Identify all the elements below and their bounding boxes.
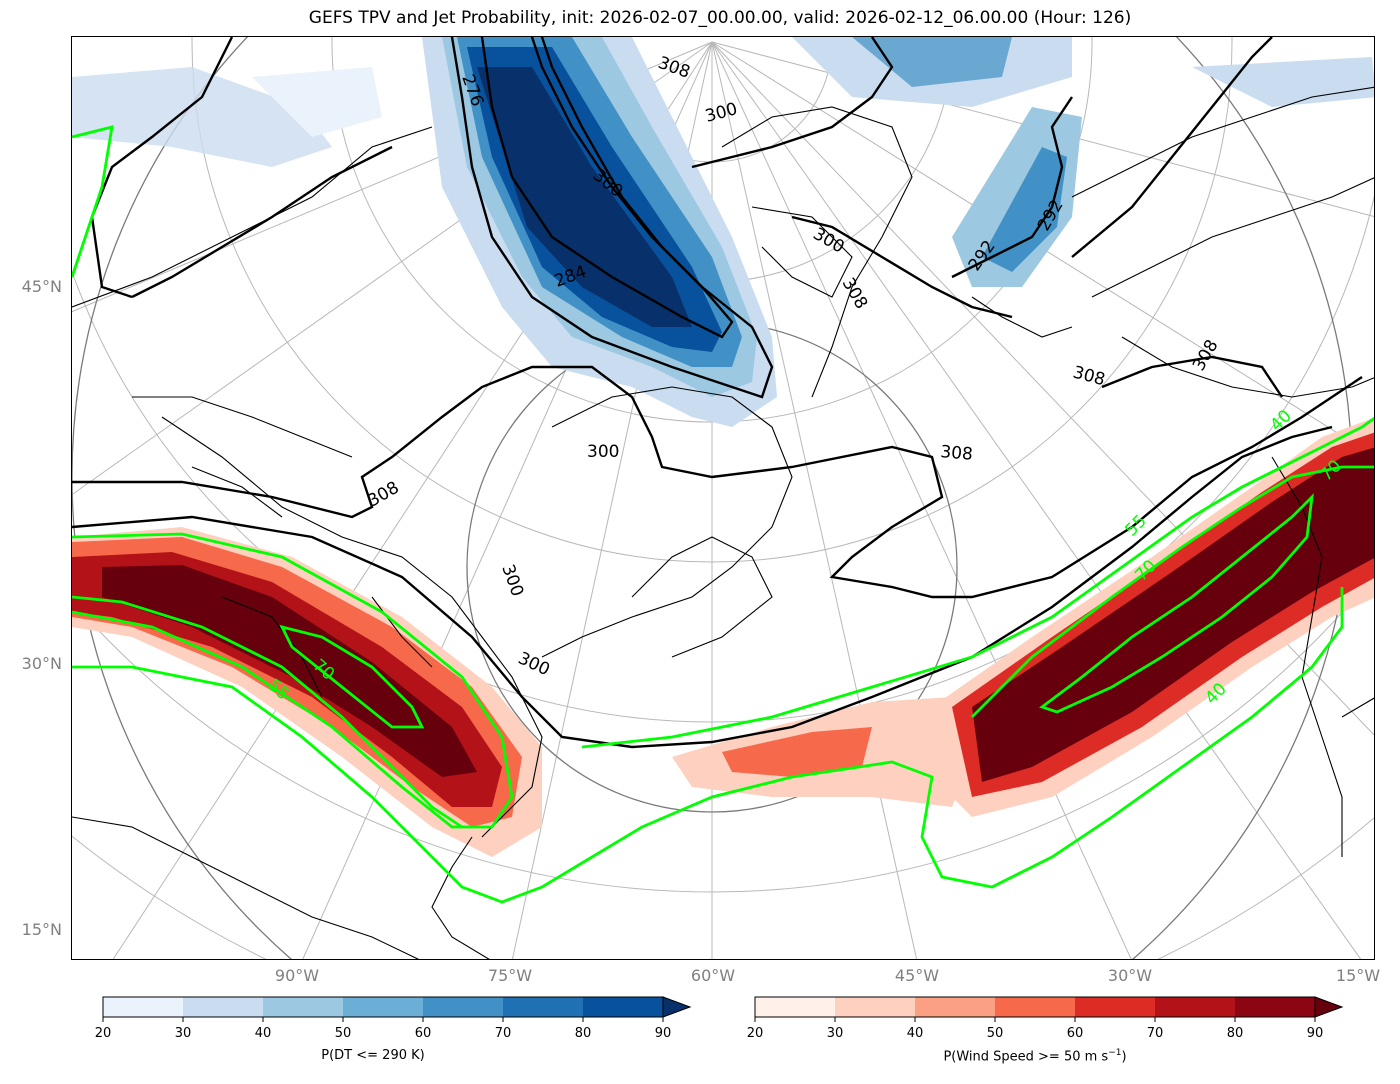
colorbar-jet-tick-label: 70 bbox=[1146, 1026, 1164, 1041]
colorbar-jet-tick-label: 40 bbox=[906, 1026, 924, 1041]
colorbar-jet-swatch bbox=[755, 997, 835, 1017]
theta-label: 308 bbox=[1189, 336, 1223, 374]
theta-label: 308 bbox=[365, 478, 403, 512]
colorbar-tpv-swatch bbox=[503, 997, 583, 1017]
theta-label: 300 bbox=[810, 224, 848, 258]
colorbar-jet-swatch bbox=[995, 997, 1075, 1017]
colorbar-jet-label-sup: −1 bbox=[1108, 1048, 1122, 1058]
theta-contours bbox=[72, 37, 1363, 749]
colorbar-jet-tick-label: 60 bbox=[1066, 1026, 1084, 1041]
graticule bbox=[72, 37, 1374, 959]
jet-probability-fill bbox=[72, 417, 1374, 857]
colorbar-tpv-tick-label: 90 bbox=[654, 1026, 672, 1041]
colorbar-jet-tick-label: 30 bbox=[826, 1026, 844, 1041]
lon-label-30w: 30°W bbox=[1107, 966, 1153, 985]
colorbar-jet-swatch bbox=[835, 997, 915, 1017]
lon-label-45w: 45°W bbox=[894, 966, 940, 985]
lon-label-15w: 15°W bbox=[1335, 966, 1381, 985]
lat-label-45n: 45°N bbox=[21, 277, 62, 296]
colorbar-tpv: 20 30 40 50 60 70 80 90 P(DT <= 290 K) bbox=[83, 996, 703, 1076]
map-canvas: 276 300 308 300 308 300 308 300 300 308 … bbox=[72, 37, 1374, 959]
colorbar-tpv-tick-label: 40 bbox=[254, 1026, 272, 1041]
colorbar-jet-swatch bbox=[1075, 997, 1155, 1017]
coastlines bbox=[72, 86, 1374, 959]
map-panel: 276 300 308 300 308 300 308 300 300 308 … bbox=[71, 36, 1375, 960]
colorbar-jet-swatches bbox=[754, 996, 1344, 1022]
colorbar-tpv-tick-label: 60 bbox=[414, 1026, 432, 1041]
jet-label: 40 bbox=[1266, 406, 1295, 435]
figure-title: GEFS TPV and Jet Probability, init: 2026… bbox=[308, 8, 1132, 28]
colorbar-jet-swatch bbox=[915, 997, 995, 1017]
colorbar-tpv-tick-label: 20 bbox=[94, 1026, 112, 1041]
colorbar-jet-outline bbox=[754, 996, 1316, 1018]
colorbar-jet: 20 30 40 50 60 70 80 90 P(Wind Speed >= 50 m s−… bbox=[735, 996, 1355, 1076]
colorbar-tpv-tick-label: 30 bbox=[174, 1026, 192, 1041]
theta-label: 300 bbox=[497, 562, 527, 599]
theta-label: 308 bbox=[940, 442, 974, 465]
colorbar-jet-extend-arrow bbox=[1314, 996, 1344, 1018]
colorbar-tpv-swatch bbox=[263, 997, 343, 1017]
colorbar-tpv-extend-arrow bbox=[662, 996, 692, 1018]
colorbar-tpv-tick-label: 80 bbox=[574, 1026, 592, 1041]
colorbar-tpv-swatches bbox=[102, 996, 692, 1022]
colorbar-jet-tick-label: 90 bbox=[1306, 1026, 1324, 1041]
theta-label: 300 bbox=[703, 99, 740, 127]
theta-label: 308 bbox=[1071, 363, 1108, 391]
colorbar-jet-tick-label: 80 bbox=[1226, 1026, 1244, 1041]
colorbar-tpv-swatch bbox=[343, 997, 423, 1017]
colorbar-jet-label: P(Wind Speed >= 50 m s−1) bbox=[735, 1048, 1335, 1064]
lon-label-90w: 90°W bbox=[274, 966, 320, 985]
colorbar-tpv-tick-label: 70 bbox=[494, 1026, 512, 1041]
lon-label-75w: 75°W bbox=[487, 966, 533, 985]
theta-label: 308 bbox=[838, 275, 872, 313]
theta-label: 300 bbox=[587, 442, 619, 462]
colorbar-tpv-swatch bbox=[103, 997, 183, 1017]
colorbar-tpv-swatch bbox=[183, 997, 263, 1017]
lat-label-30n: 30°N bbox=[21, 654, 62, 673]
colorbar-tpv-swatch bbox=[423, 997, 503, 1017]
colorbar-tpv-swatch bbox=[583, 997, 663, 1017]
colorbar-jet-label-tail: ) bbox=[1121, 1049, 1127, 1065]
colorbar-tpv-tick-label: 50 bbox=[334, 1026, 352, 1041]
colorbar-jet-tick-label: 50 bbox=[986, 1026, 1004, 1041]
colorbar-jet-swatch bbox=[1235, 997, 1315, 1017]
tpv-probability-fill bbox=[72, 37, 1374, 427]
jet-contours bbox=[72, 125, 1374, 904]
colorbar-jet-swatch bbox=[1155, 997, 1235, 1017]
theta-label: 300 bbox=[515, 648, 553, 680]
lon-label-60w: 60°W bbox=[690, 966, 736, 985]
colorbar-tpv-label: P(DT <= 290 K) bbox=[321, 1048, 425, 1063]
colorbar-jet-label-main: P(Wind Speed >= 50 m s bbox=[943, 1049, 1109, 1065]
colorbar-tpv-outline bbox=[102, 996, 664, 1018]
colorbar-jet-tick-label: 20 bbox=[746, 1026, 764, 1041]
lat-label-15n: 15°N bbox=[21, 920, 62, 939]
